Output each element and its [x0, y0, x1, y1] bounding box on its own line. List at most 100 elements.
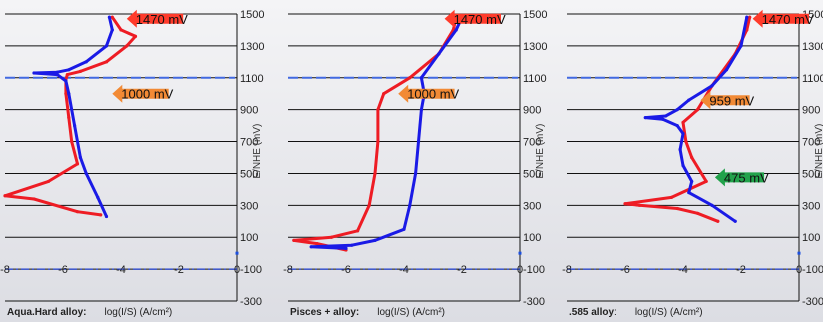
data-point [710, 84, 714, 88]
data-point [637, 203, 642, 207]
y-tick-label: 100 [240, 232, 258, 244]
y-axis-label: E/NHE (mV) [535, 124, 546, 179]
data-point [419, 108, 423, 112]
data-point [710, 203, 714, 207]
data-point [119, 28, 123, 32]
data-point [681, 120, 685, 125]
x-tick-label: -4 [399, 264, 409, 276]
y-tick-label: 500 [523, 168, 541, 180]
y-tick-label: 1500 [240, 9, 264, 21]
data-point [678, 147, 682, 152]
y-tick-label: 700 [523, 137, 541, 149]
data-point [684, 139, 688, 144]
y-tick-label: 700 [240, 137, 258, 149]
annotation-arrow [398, 84, 455, 103]
y-tick-label: 100 [802, 232, 820, 244]
y-tick-label: 1300 [523, 41, 547, 53]
data-point [695, 108, 700, 112]
annotation-label: 1470 mV [762, 12, 814, 27]
x-tick-label: -4 [116, 264, 126, 276]
y-tick-label: -100 [523, 264, 545, 276]
chart-panel-3: 150013001100900700500300100-100-300-8-6-… [562, 9, 823, 318]
data-point [739, 44, 743, 48]
data-point [745, 28, 749, 32]
data-point [133, 34, 138, 38]
y-axis-label: E/NHE (mV) [814, 124, 823, 179]
chart-panel-1: 1500 1300 1100 900 700 500 300 100 -100 -300 -8 -6 -… [0, 9, 264, 318]
data-point [675, 206, 679, 211]
data-point [110, 28, 114, 32]
series-line-1 [3, 15, 137, 217]
y-tick-label: -300 [523, 296, 545, 308]
y-tick-label: 300 [802, 200, 820, 212]
annotation-arrow [126, 9, 184, 28]
x-tick-label: -6 [58, 264, 68, 276]
data-point [356, 229, 360, 233]
data-point [690, 179, 694, 184]
chart-caption: Pisces + alloy: log(I/S) (A/cm²) [290, 307, 445, 318]
data-point [376, 139, 380, 144]
data-point [55, 72, 59, 77]
series-line-1 [292, 15, 458, 252]
annotation-arrow [444, 9, 501, 28]
data-point [414, 171, 418, 176]
y-tick-label: 1100 [523, 73, 547, 85]
data-point [73, 124, 77, 128]
series-line-2 [32, 15, 114, 218]
data-point [67, 116, 71, 120]
y-tick-label: 700 [802, 137, 820, 149]
origin-marker [797, 251, 801, 255]
data-point [64, 92, 68, 96]
x-tick-label: -4 [678, 264, 688, 276]
data-point [690, 155, 694, 160]
data-point [681, 163, 685, 168]
caption-suffix: : [614, 307, 617, 318]
data-point [675, 108, 679, 112]
y-tick-label: -300 [240, 296, 262, 308]
y-tick-label: 1100 [802, 73, 823, 85]
data-point [623, 202, 627, 206]
data-point [437, 52, 441, 56]
x-tick-label: -8 [562, 264, 572, 276]
data-point [309, 245, 313, 249]
data-point [344, 246, 348, 250]
chart-panel-2: 1500 1300 1100 900 700 500 300 100 -100 -300 -8 -6 -… [283, 9, 547, 318]
data-point [78, 155, 82, 160]
data-point [55, 70, 59, 74]
data-point [75, 162, 80, 166]
data-point [70, 139, 74, 144]
data-point [315, 242, 319, 246]
data-point [32, 197, 36, 201]
data-point [78, 69, 82, 73]
data-point [687, 98, 691, 102]
y-tick-label: 1300 [802, 41, 823, 53]
data-point [733, 219, 737, 223]
data-point [687, 190, 691, 195]
annotation-arrow [752, 9, 809, 28]
x-tick-label: -2 [457, 264, 467, 276]
data-point [373, 171, 377, 176]
data-point [292, 238, 296, 243]
data-point [67, 68, 71, 72]
x-tick-label: -2 [736, 264, 746, 276]
data-point [75, 210, 80, 214]
data-point [96, 195, 100, 199]
y-tick-label: 1100 [240, 73, 264, 85]
data-point [110, 15, 114, 19]
data-point [84, 60, 88, 64]
data-point [32, 71, 36, 75]
data-point [104, 44, 109, 48]
data-point [64, 79, 68, 83]
x-axis-label: log(I/S) (A/cm²) [635, 307, 703, 318]
annotation-label: 1470 mV [454, 12, 506, 27]
data-point [376, 108, 380, 112]
y-tick-label: -100 [802, 264, 823, 276]
data-point [724, 68, 729, 72]
annotation-arrow [112, 84, 169, 103]
caption-title: Aqua.Hard alloy: [7, 307, 86, 318]
x-tick-label: 0 [234, 264, 240, 276]
y-tick-label: 500 [240, 168, 258, 180]
x-tick-label: -2 [174, 264, 184, 276]
annotation-arrow [700, 91, 750, 110]
data-point [104, 60, 109, 64]
